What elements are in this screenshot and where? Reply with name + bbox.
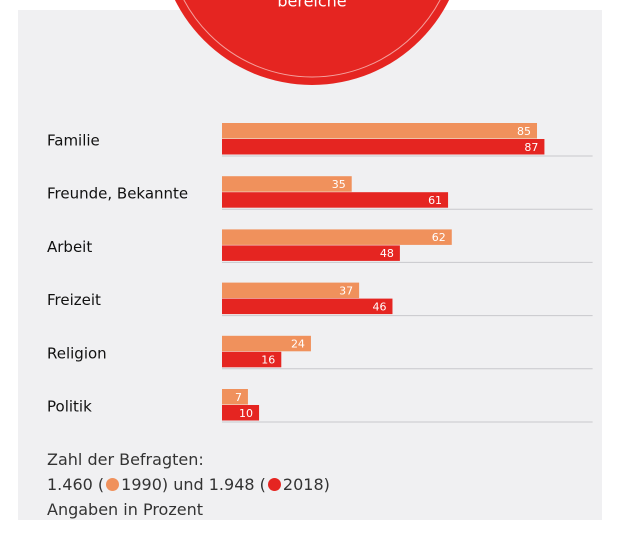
title-badge xyxy=(174,0,450,85)
category-label: Familie xyxy=(47,132,100,150)
value-label: 46 xyxy=(372,300,386,313)
bar xyxy=(222,282,360,299)
category-label: Politik xyxy=(47,398,92,416)
category-label: Freunde, Bekannte xyxy=(47,185,188,203)
bar xyxy=(222,192,449,208)
legend-marker xyxy=(267,478,281,491)
bar xyxy=(222,229,452,245)
legend-marker xyxy=(106,478,120,491)
bar xyxy=(222,123,538,139)
value-label: 10 xyxy=(239,407,253,420)
value-label: 37 xyxy=(339,284,353,297)
legend: 1.460 (1990) und 1.948 (2018) xyxy=(47,472,330,497)
value-label: 87 xyxy=(524,141,538,154)
bracket: ( xyxy=(259,475,266,494)
value-label: 16 xyxy=(261,354,275,367)
value-label: 48 xyxy=(380,247,394,260)
value-label: 62 xyxy=(432,231,446,244)
bar xyxy=(222,245,400,261)
bar xyxy=(222,389,248,405)
legend-sample: 1.948 xyxy=(208,475,255,494)
bar xyxy=(222,176,352,192)
bar xyxy=(222,298,393,315)
bracket: ) xyxy=(323,475,330,494)
note: Angaben in Prozent xyxy=(47,500,203,519)
legend-joiner: und xyxy=(173,475,204,494)
category-label: Arbeit xyxy=(47,238,92,256)
footnote: Zahl der Befragten: 1.460 (1990) und 1.9… xyxy=(47,447,330,522)
bracket: ( xyxy=(97,475,105,494)
legend-label: 2018 xyxy=(282,475,324,494)
value-label: 24 xyxy=(291,338,305,351)
value-label: 61 xyxy=(428,194,442,207)
legend-label: 1990 xyxy=(121,475,162,494)
title-badge-ring xyxy=(183,0,441,78)
category-label: Freizeit xyxy=(47,291,101,309)
bar xyxy=(222,405,260,421)
category-label: Religion xyxy=(47,344,107,362)
bar xyxy=(222,139,545,155)
value-label: 7 xyxy=(235,391,242,404)
bar xyxy=(222,335,311,352)
bracket: ) xyxy=(161,475,169,494)
legend-sample: 1.460 xyxy=(47,475,93,494)
note-title: Zahl der Befragten: xyxy=(47,450,204,469)
bar xyxy=(222,351,282,368)
chart-title: bereiche xyxy=(277,0,346,11)
value-label: 85 xyxy=(517,125,531,138)
panel xyxy=(18,10,602,520)
value-label: 35 xyxy=(332,178,346,191)
